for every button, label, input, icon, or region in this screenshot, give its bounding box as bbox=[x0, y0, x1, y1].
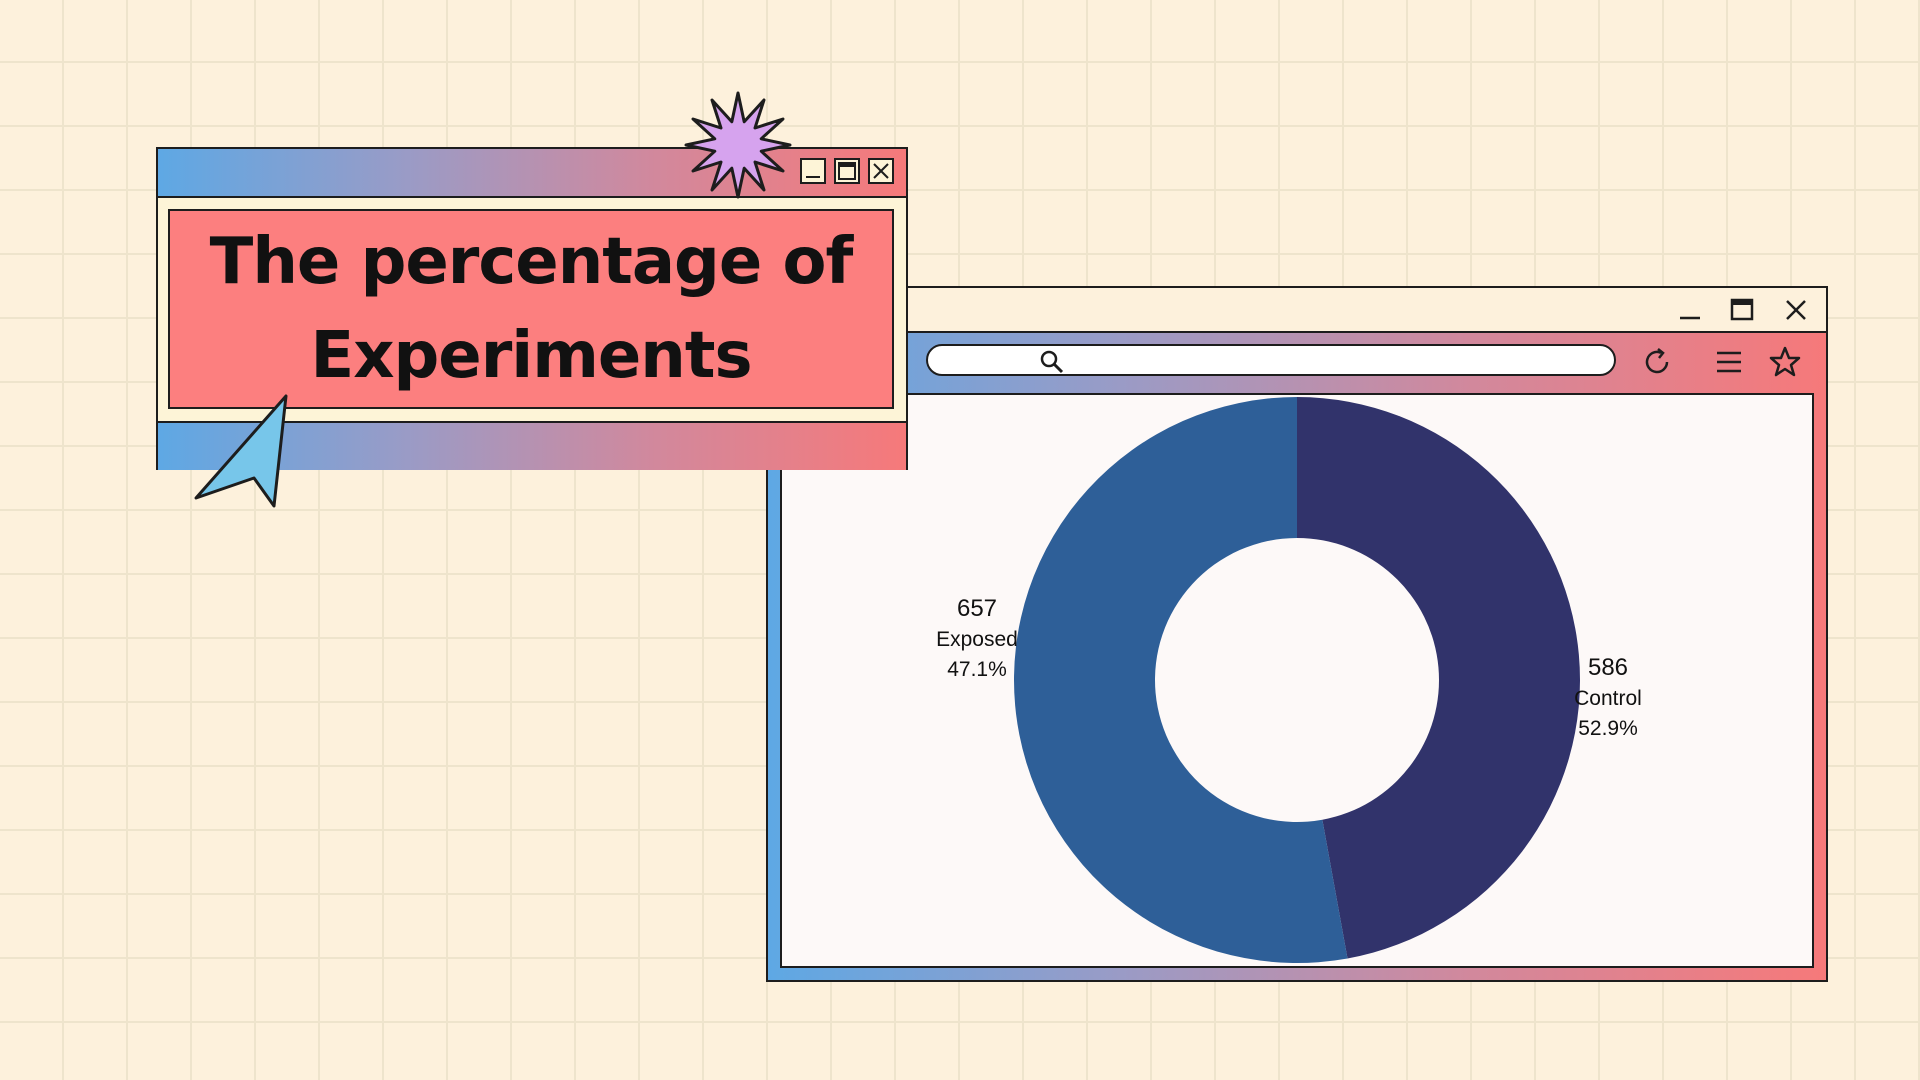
title-window-bar bbox=[158, 149, 906, 198]
cursor-arrow-icon bbox=[194, 394, 288, 508]
page-title: The percentage of Experiments bbox=[209, 225, 854, 393]
control-value-label: 586 bbox=[1588, 654, 1628, 681]
slice-exposed bbox=[1014, 397, 1348, 963]
menu-icon[interactable] bbox=[1712, 345, 1746, 379]
minimize-icon[interactable] bbox=[1674, 294, 1706, 326]
search-icon bbox=[1040, 350, 1064, 374]
slice-control bbox=[1297, 397, 1581, 959]
star-icon[interactable] bbox=[1767, 344, 1803, 380]
title-window: The percentage of Experiments bbox=[156, 147, 908, 470]
close-icon[interactable] bbox=[868, 158, 894, 184]
starburst-icon bbox=[684, 91, 792, 199]
control-name-label: Control bbox=[1574, 687, 1642, 710]
exposed-name-label: Exposed bbox=[936, 628, 1018, 651]
control-percent-label: 52.9% bbox=[1578, 717, 1638, 740]
exposed-percent-label: 47.1% bbox=[947, 658, 1007, 681]
search-input[interactable] bbox=[926, 344, 1616, 376]
exposed-value-label: 657 bbox=[957, 595, 997, 622]
title-box: The percentage of Experiments bbox=[168, 209, 894, 409]
donut-chart: 586 Control 52.9% 657 Exposed 47.1% bbox=[936, 397, 1642, 963]
maximize-icon[interactable] bbox=[834, 158, 860, 184]
maximize-icon[interactable] bbox=[1726, 294, 1758, 326]
refresh-icon[interactable] bbox=[1640, 345, 1674, 379]
chart-window: 586 Control 52.9% 657 Exposed 47.1% bbox=[766, 286, 1828, 982]
browser-toolbar bbox=[768, 331, 1826, 395]
chart-frame: 586 Control 52.9% 657 Exposed 47.1% bbox=[768, 393, 1826, 980]
minimize-icon[interactable] bbox=[800, 158, 826, 184]
chart-canvas: 586 Control 52.9% 657 Exposed 47.1% bbox=[780, 393, 1814, 968]
close-icon[interactable] bbox=[1780, 294, 1812, 326]
